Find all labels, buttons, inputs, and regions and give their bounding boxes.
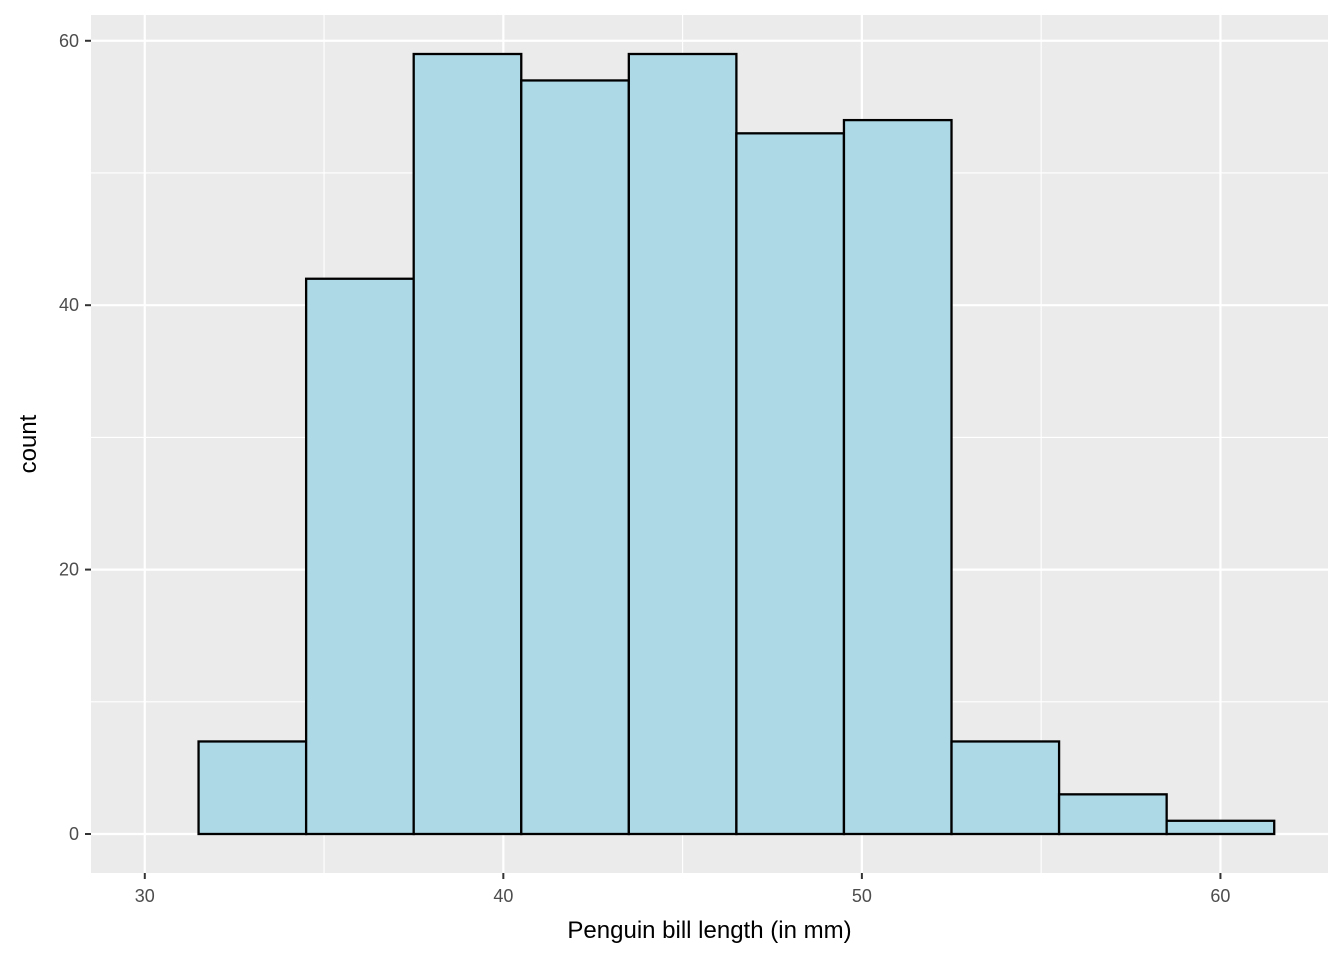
y-tick-label: 60 [59, 31, 79, 51]
histogram-bar [950, 740, 1061, 836]
x-axis: 30 40 50 60 [135, 873, 1230, 906]
y-axis-title: count [15, 414, 42, 473]
histogram-bar [197, 740, 308, 836]
histogram-bar [304, 277, 415, 836]
x-axis-title: Penguin bill length (in mm) [567, 917, 851, 944]
x-tick-label: 60 [1210, 886, 1230, 906]
histogram-bar [627, 52, 738, 836]
histogram-bar [842, 118, 953, 836]
y-tick-label: 40 [59, 295, 79, 315]
histogram-bar [412, 52, 523, 836]
y-tick-label: 20 [59, 560, 79, 580]
histogram-bars [197, 52, 1276, 836]
histogram-bar [1165, 819, 1276, 836]
y-axis: 0 20 40 60 [59, 31, 91, 844]
histogram-bar [1057, 793, 1168, 836]
x-tick-label: 40 [493, 886, 513, 906]
x-tick-label: 50 [852, 886, 872, 906]
histogram-bar [520, 79, 630, 836]
y-tick-label: 0 [69, 824, 79, 844]
x-tick-label: 30 [135, 886, 155, 906]
histogram-bar [735, 132, 846, 836]
